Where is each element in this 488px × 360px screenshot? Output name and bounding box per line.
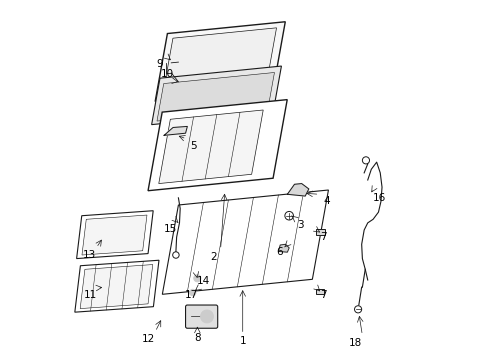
Text: 15: 15 [163,224,177,234]
Text: 3: 3 [297,220,304,230]
Text: 9: 9 [156,59,163,69]
Polygon shape [278,244,288,252]
Text: 16: 16 [372,193,386,203]
Text: 10: 10 [160,69,173,79]
Polygon shape [77,211,153,258]
Polygon shape [75,260,159,312]
Polygon shape [155,22,285,102]
Polygon shape [148,100,286,191]
Polygon shape [157,72,274,121]
Text: 7: 7 [320,290,326,300]
Text: 5: 5 [190,141,197,151]
Text: 8: 8 [194,333,200,343]
Polygon shape [151,66,281,125]
Circle shape [189,289,196,296]
Text: 14: 14 [196,276,210,286]
Circle shape [200,310,213,323]
Polygon shape [159,110,263,184]
FancyBboxPatch shape [185,305,217,328]
Text: 18: 18 [348,338,361,347]
Polygon shape [162,190,328,294]
Text: 1: 1 [239,337,245,346]
Text: 2: 2 [210,252,216,262]
Text: 17: 17 [184,290,198,300]
Polygon shape [287,184,308,196]
Polygon shape [80,265,152,309]
Text: 12: 12 [141,334,154,344]
Polygon shape [162,28,276,97]
Text: 7: 7 [320,232,326,242]
Text: 6: 6 [276,247,282,257]
Text: 11: 11 [83,290,97,300]
Circle shape [193,275,201,282]
Text: 13: 13 [82,250,96,260]
Polygon shape [164,126,187,135]
Polygon shape [82,215,147,255]
Bar [315,229,324,235]
Bar [315,289,323,294]
Text: 4: 4 [323,197,329,206]
